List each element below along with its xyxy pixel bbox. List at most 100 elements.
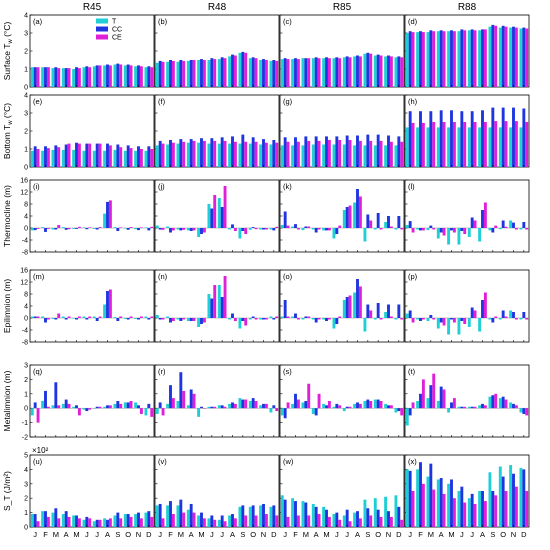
bar-t-9 — [248, 318, 252, 320]
bar-t-0 — [405, 127, 409, 167]
bar-ce-11 — [400, 57, 404, 87]
bar-cc-7 — [356, 135, 359, 167]
bar-ce-5 — [463, 318, 467, 324]
bar-ce-9 — [504, 399, 508, 409]
bar-cc-11 — [522, 222, 526, 228]
bar-ce-2 — [182, 318, 186, 320]
bar-cc-6 — [220, 297, 224, 318]
bar-t-1 — [416, 32, 420, 87]
bar-cc-0 — [158, 140, 162, 167]
bar-cc-4 — [450, 479, 453, 527]
bar-cc-6 — [470, 217, 474, 228]
bar-ce-6 — [348, 57, 352, 87]
bar-cc-0 — [33, 146, 37, 167]
x-tick-label: A — [355, 530, 360, 539]
bar-ce-8 — [494, 495, 498, 527]
bar-cc-8 — [116, 63, 120, 87]
bar-t-4 — [197, 60, 201, 87]
bar-ce-10 — [389, 141, 393, 167]
bar-cc-4 — [200, 228, 203, 234]
bar-t-2 — [51, 318, 55, 319]
bar-ce-4 — [202, 228, 206, 233]
bar-ce-3 — [67, 403, 71, 409]
bar-ce-7 — [483, 122, 487, 167]
bar-ce-0 — [36, 408, 40, 423]
bar-t-4 — [322, 228, 326, 231]
bar-cc-10 — [512, 312, 515, 318]
bar-t-0 — [155, 145, 159, 167]
bar-t-11 — [394, 228, 398, 230]
bar-ce-1 — [296, 141, 300, 167]
bar-t-3 — [61, 403, 65, 409]
bar-cc-1 — [44, 146, 47, 167]
bar-ce-1 — [421, 379, 425, 409]
bar-t-4 — [197, 515, 201, 527]
bar-ce-5 — [213, 195, 217, 228]
bar-cc-0 — [283, 300, 287, 318]
bar-ce-6 — [98, 227, 102, 228]
bar-cc-10 — [137, 405, 140, 409]
bar-ce-3 — [192, 318, 196, 321]
bar-t-1 — [416, 318, 420, 320]
bar-ce-7 — [233, 228, 237, 231]
bar-t-2 — [301, 402, 305, 409]
bar-t-2 — [176, 228, 180, 230]
bar-ce-3 — [317, 58, 321, 87]
bar-t-11 — [269, 228, 273, 230]
bar-ce-3 — [317, 140, 321, 167]
bar-t-10 — [509, 127, 513, 167]
bar-cc-6 — [470, 29, 474, 87]
bar-cc-4 — [450, 30, 453, 87]
bar-t-4 — [197, 408, 201, 417]
bar-cc-5 — [460, 318, 464, 321]
bar-ce-2 — [432, 373, 436, 409]
bar-cc-5 — [460, 111, 464, 167]
bar-ce-11 — [275, 226, 279, 228]
y-tick-label: 0 — [24, 165, 28, 172]
bar-ce-9 — [379, 228, 383, 230]
bar-ce-2 — [432, 122, 436, 167]
bar-t-10 — [509, 310, 513, 318]
bar-t-9 — [373, 498, 377, 527]
bar-cc-0 — [283, 137, 287, 167]
bar-t-10 — [259, 228, 263, 230]
bar-cc-1 — [419, 228, 422, 231]
x-tick-label: F — [418, 530, 423, 539]
bar-ce-10 — [514, 27, 518, 88]
bar-cc-4 — [200, 406, 203, 409]
bar-cc-4 — [200, 318, 203, 324]
bar-ce-9 — [379, 140, 383, 167]
bar-t-7 — [228, 228, 232, 230]
bar-ce-9 — [254, 58, 258, 87]
bar-ce-7 — [233, 141, 237, 167]
bar-t-10 — [134, 228, 138, 230]
bar-cc-10 — [387, 135, 390, 167]
panel-label: (i) — [33, 182, 40, 191]
bar-ce-4 — [327, 228, 331, 231]
bar-cc-3 — [314, 408, 318, 416]
bar-ce-7 — [108, 145, 112, 167]
bar-cc-11 — [522, 312, 526, 318]
bar-cc-6 — [220, 137, 224, 167]
bar-t-0 — [155, 408, 159, 414]
bar-t-9 — [123, 514, 127, 527]
bar-ce-0 — [161, 518, 165, 527]
bar-t-9 — [498, 466, 502, 527]
bar-cc-11 — [272, 140, 276, 167]
bar-t-3 — [186, 228, 190, 231]
bar-ce-7 — [483, 202, 487, 228]
y-tick-label: 0 — [24, 226, 28, 233]
bar-t-2 — [51, 149, 55, 167]
bar-t-11 — [269, 316, 273, 318]
bar-t-4 — [447, 408, 451, 413]
bar-t-11 — [519, 228, 523, 230]
bar-t-7 — [103, 150, 107, 167]
bar-cc-1 — [169, 228, 172, 233]
bar-t-1 — [166, 316, 170, 318]
bar-t-1 — [41, 401, 45, 409]
bar-cc-1 — [294, 224, 297, 228]
bar-t-5 — [207, 406, 211, 409]
bar-ce-9 — [379, 318, 383, 320]
bar-cc-4 — [450, 110, 453, 167]
